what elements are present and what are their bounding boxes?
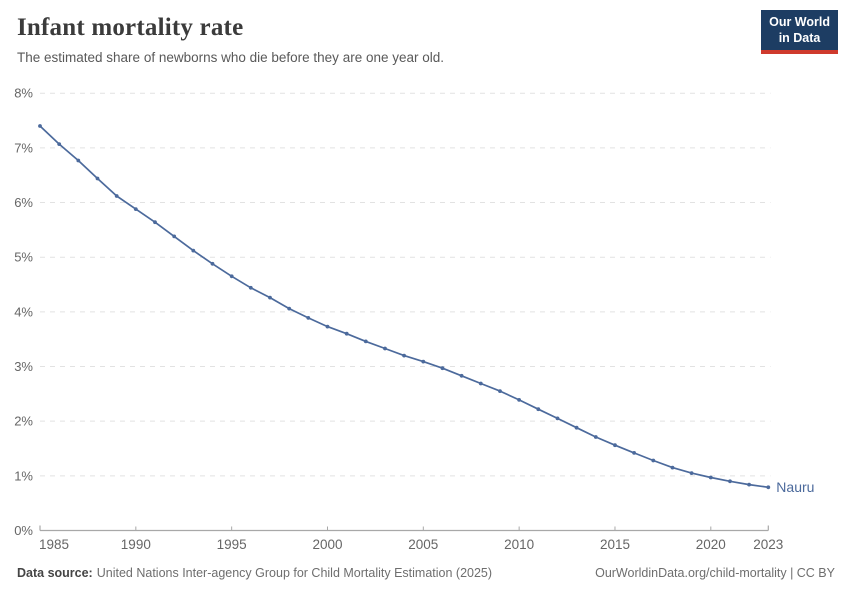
data-point: [248, 285, 253, 290]
data-point: [363, 339, 368, 344]
x-axis-tick-label: 2015: [600, 537, 630, 552]
data-point: [632, 451, 636, 455]
chart-header: Infant mortality rate The estimated shar…: [17, 14, 750, 65]
y-axis-tick-label: 2%: [14, 414, 33, 429]
x-axis-tick-label: 2020: [696, 537, 726, 552]
data-point: [191, 248, 196, 253]
y-axis-tick-label: 7%: [14, 140, 33, 155]
owid-logo-line2: in Data: [778, 30, 821, 45]
data-point: [593, 435, 598, 439]
y-axis-tick-label: 3%: [14, 359, 33, 374]
data-point: [421, 359, 426, 364]
data-point: [766, 485, 771, 490]
x-axis-tick-label: 1995: [217, 537, 247, 552]
data-source: Data source: United Nations Inter-agency …: [17, 566, 492, 580]
data-point: [728, 479, 732, 484]
data-point: [287, 306, 292, 311]
data-source-text: United Nations Inter-agency Group for Ch…: [96, 566, 493, 580]
data-point: [383, 346, 387, 351]
x-axis-tick-label: 2000: [312, 537, 342, 552]
data-point: [440, 366, 445, 371]
chart-subtitle: The estimated share of newborns who die …: [17, 50, 445, 65]
data-point: [210, 261, 215, 266]
x-axis-tick-label: 2010: [504, 537, 534, 552]
data-point: [344, 331, 349, 336]
data-point: [689, 471, 694, 475]
data-point: [57, 142, 62, 147]
data-point: [306, 316, 311, 320]
y-axis-tick-label: 0%: [14, 523, 33, 538]
y-axis-tick-label: 1%: [14, 468, 33, 483]
data-point: [613, 443, 617, 448]
owid-logo[interactable]: Our World in Data: [761, 10, 838, 55]
data-point: [478, 381, 483, 386]
data-point: [133, 207, 138, 212]
footer-link[interactable]: OurWorldinData.org/child-mortality | CC …: [595, 566, 835, 580]
data-point: [574, 425, 579, 430]
data-source-label: Data source:: [17, 566, 93, 580]
data-point: [95, 176, 100, 181]
y-axis-tick-label: 4%: [14, 304, 33, 319]
data-point: [517, 398, 521, 402]
series-end-label: Nauru: [776, 479, 814, 495]
data-point: [268, 295, 272, 300]
data-point: [498, 389, 502, 393]
chart-footer: Data source: United Nations Inter-agency …: [17, 566, 835, 580]
data-point: [536, 407, 541, 412]
data-point: [651, 458, 656, 463]
data-point: [38, 124, 42, 128]
data-point: [670, 465, 675, 470]
data-point: [555, 416, 560, 421]
x-axis-tick-label: 1985: [39, 537, 69, 552]
owid-logo-line1: Our World: [769, 15, 830, 29]
y-axis-tick-label: 6%: [14, 195, 33, 210]
y-axis-tick-label: 8%: [14, 86, 33, 101]
data-point: [114, 194, 119, 198]
data-point: [325, 324, 330, 329]
data-point: [76, 158, 81, 163]
data-point: [459, 373, 464, 378]
y-axis-tick-label: 5%: [14, 250, 33, 265]
data-point: [172, 234, 177, 239]
series-line: [39, 125, 769, 489]
data-point: [153, 220, 157, 225]
data-point: [229, 274, 234, 279]
data-point: [708, 475, 713, 480]
x-axis-tick-label: 2023: [753, 537, 783, 552]
x-axis-tick-label: 2005: [408, 537, 438, 552]
chart-title: Infant mortality rate: [17, 14, 244, 41]
data-point: [747, 482, 751, 487]
x-axis-tick-label: 1990: [121, 537, 151, 552]
data-point: [402, 353, 406, 358]
